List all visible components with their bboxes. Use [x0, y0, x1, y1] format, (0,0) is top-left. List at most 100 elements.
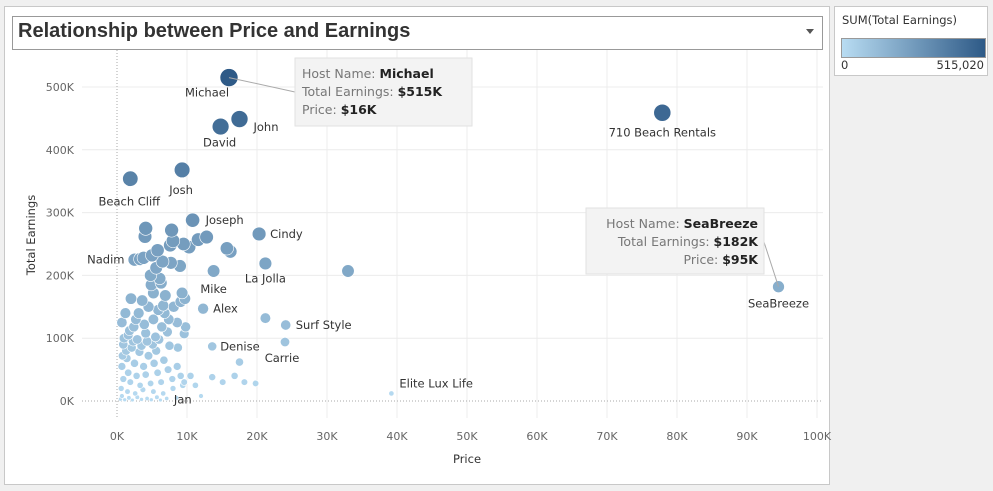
- y-tick-label: 100K: [46, 332, 75, 345]
- data-point: [139, 362, 148, 371]
- data-point: [164, 222, 179, 238]
- x-tick-label: 50K: [456, 430, 478, 443]
- tooltip-leader-line: [228, 77, 296, 93]
- point-label: Michael: [185, 86, 229, 100]
- data-point: [341, 264, 355, 278]
- data-point: [280, 319, 292, 331]
- data-point: [150, 388, 157, 395]
- x-tick-label: 20K: [246, 430, 268, 443]
- tooltip-michael: Host Name: Michael Total Earnings: $515K P…: [228, 57, 473, 127]
- tooltip-line: Total Earnings: $515K: [301, 84, 443, 99]
- data-point: [191, 381, 199, 389]
- x-tick-label: 10K: [176, 430, 198, 443]
- y-tick-label: 300K: [46, 207, 75, 220]
- data-point: [147, 379, 155, 387]
- data-point: [143, 351, 154, 361]
- data-point: [130, 397, 135, 403]
- data-point: [197, 302, 209, 315]
- tooltip-leader-line: [763, 241, 779, 287]
- point-label: John: [253, 120, 279, 134]
- data-point: [132, 307, 145, 319]
- data-point: [126, 378, 134, 386]
- point-label: Jan: [173, 392, 192, 406]
- data-point: [173, 395, 180, 401]
- x-tick-label: 0K: [110, 430, 125, 443]
- data-point: [117, 362, 127, 371]
- data-point: [132, 371, 141, 380]
- legend-gradient-bar: [841, 38, 986, 58]
- data-point: [119, 375, 128, 383]
- point-label: Josh: [168, 183, 193, 197]
- data-point: [251, 226, 267, 242]
- y-tick-label: 500K: [46, 81, 75, 94]
- data-point: [130, 358, 139, 368]
- point-label: Surf Style: [296, 318, 352, 332]
- data-point: [116, 317, 128, 328]
- color-legend: SUM(Total Earnings) 0 515,020: [834, 6, 988, 76]
- x-tick-label: 80K: [666, 430, 688, 443]
- point-label: Cindy: [270, 227, 303, 241]
- data-point: [147, 313, 159, 325]
- data-point: [140, 327, 151, 339]
- data-point: [653, 103, 672, 122]
- data-point: [124, 388, 131, 395]
- data-point: [180, 378, 188, 386]
- data-point: [211, 117, 230, 136]
- data-point: [185, 212, 201, 228]
- data-point: [122, 397, 127, 403]
- data-point: [154, 394, 160, 400]
- point-label: Beach Cliff: [98, 195, 161, 209]
- y-axis-title: Total Earnings: [24, 195, 38, 276]
- data-point: [149, 358, 159, 368]
- data-point: [186, 371, 195, 380]
- data-point: [156, 321, 168, 333]
- y-tick-label: 0K: [60, 395, 75, 408]
- tooltip-seabreeze: Host Name: SeaBreeze Total Earnings: $182…: [585, 207, 779, 287]
- data-point: [235, 357, 244, 367]
- point-label: Alex: [213, 302, 238, 316]
- data-point: [150, 243, 165, 258]
- data-point: [138, 221, 153, 236]
- data-point: [207, 264, 221, 278]
- data-point: [208, 373, 217, 381]
- data-point: [230, 110, 249, 128]
- legend-min-label: 0: [841, 58, 849, 72]
- data-point: [219, 241, 234, 256]
- data-point: [136, 381, 144, 389]
- data-point: [163, 365, 173, 374]
- point-label: Elite Lux Life: [399, 376, 473, 390]
- data-point: [139, 397, 144, 402]
- x-axis-title: Price: [453, 452, 481, 466]
- tooltip-line: Price: $16K: [302, 102, 378, 117]
- data-point: [259, 312, 271, 324]
- tooltip-line: Host Name: SeaBreeze: [606, 216, 758, 231]
- y-tick-label: 400K: [46, 144, 75, 157]
- y-tick-label: 200K: [46, 269, 75, 282]
- point-label: Joseph: [205, 213, 244, 227]
- data-point: [169, 385, 177, 392]
- data-point: [124, 368, 133, 377]
- data-point: [119, 307, 132, 319]
- data-point: [157, 378, 165, 386]
- tooltip-line: Host Name: Michael: [302, 66, 434, 81]
- point-label: La Jolla: [245, 271, 286, 285]
- data-point: [138, 318, 150, 330]
- point-label: Nadim: [87, 253, 124, 267]
- chevron-down-icon[interactable]: [806, 29, 814, 34]
- data-point: [252, 379, 260, 387]
- data-point: [258, 256, 273, 271]
- point-label: 710 Beach Rentals: [609, 126, 716, 140]
- data-point: [122, 170, 139, 187]
- x-tick-label: 60K: [526, 430, 548, 443]
- data-point: [160, 390, 167, 397]
- tooltip-line: Price: $95K: [684, 252, 760, 267]
- point-label: Mike: [200, 282, 226, 296]
- data-point: [144, 396, 150, 401]
- data-point: [173, 342, 183, 353]
- data-point: [159, 289, 172, 302]
- point-label: Denise: [220, 339, 259, 353]
- data-point: [180, 321, 191, 333]
- title-box[interactable]: Relationship between Price and Earnings: [12, 16, 823, 50]
- point-label: SeaBreeze: [748, 297, 809, 311]
